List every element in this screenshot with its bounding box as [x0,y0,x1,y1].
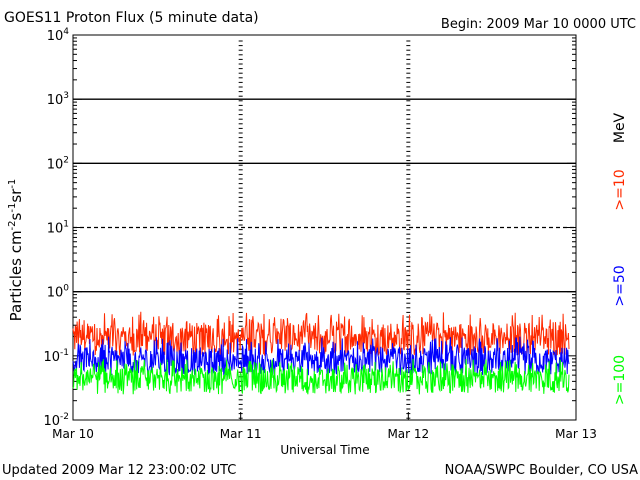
y-tick-label: 101 [47,220,69,237]
y-tick-label: 100 [47,284,70,301]
begin-label: Begin: 2009 Mar 10 0000 UTC [441,17,636,32]
x-tick-label: Mar 13 [555,427,597,441]
x-tick-label: Mar 10 [52,427,94,441]
x-axis-label: Universal Time [280,443,369,457]
x-tick-label: Mar 11 [220,427,262,441]
y-axis-label: Particles cm-2s-1sr-1 [7,179,25,322]
y-tick-label: 102 [47,155,69,172]
y-tick-label: 104 [47,27,70,44]
legend-ge100: >=100 [612,355,628,405]
y-tick-label: 103 [47,91,69,108]
updated-timestamp: Updated 2009 Mar 12 23:00:02 UTC [2,463,236,478]
credit-label: NOAA/SWPC Boulder, CO USA [445,463,638,478]
series-line-ge100 [72,358,570,395]
legend-ge50: >=50 [612,265,628,306]
legend-ge10: >=10 [612,169,628,210]
series-line-ge10 [72,311,570,357]
y-tick-label: 10-1 [43,348,69,365]
x-tick-label: Mar 12 [387,427,429,441]
legend-unit-label: MeV [612,112,628,143]
y-tick-label: 10-2 [43,412,69,429]
chart-title: GOES11 Proton Flux (5 minute data) [4,10,259,26]
